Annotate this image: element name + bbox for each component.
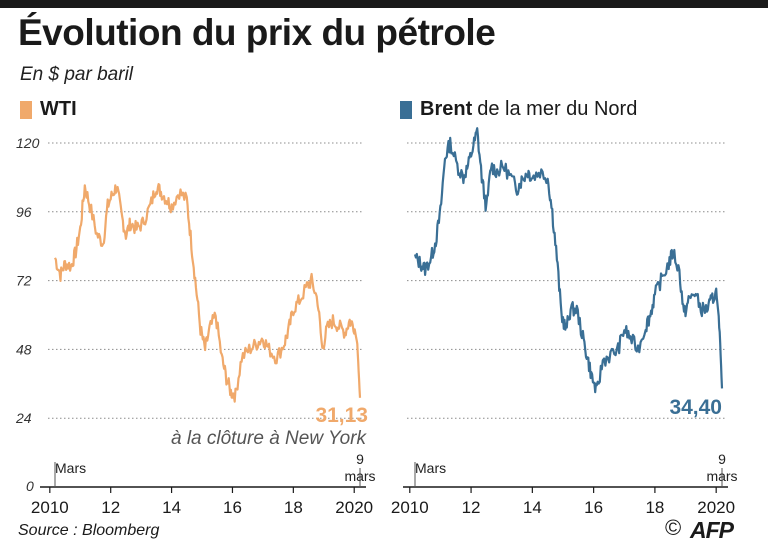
wti-x-tick-label-2012: 12 <box>101 498 120 517</box>
y-tick-label-48: 48 <box>16 341 32 357</box>
copyright-symbol: © <box>665 515 682 540</box>
legend-brent-label-bold: Brent <box>420 98 473 120</box>
chart-title: Évolution du prix du pétrole <box>18 12 496 53</box>
brent-x-tick-label-2020: 2020 <box>697 498 735 517</box>
source-note: Source : Bloomberg <box>18 522 160 539</box>
brent-x-tick-label-2018: 18 <box>645 498 664 517</box>
y-tick-label-72: 72 <box>16 273 32 289</box>
brent-x-tick-label-2012: 12 <box>462 498 481 517</box>
brent-x-tick-label-2014: 14 <box>523 498 542 517</box>
brent-last-value-label: 34,40 <box>669 396 722 419</box>
wti-x-tick-label-2016: 16 <box>223 498 242 517</box>
y-tick-label-120: 120 <box>16 135 40 151</box>
brent-price-line <box>413 127 724 394</box>
chart-subtitle: En $ par baril <box>20 64 134 85</box>
wti-start-month-label: Mars <box>55 460 86 476</box>
y-tick-label-24: 24 <box>15 410 32 426</box>
wti-end-month-label: mars <box>344 468 375 484</box>
wti-price-line <box>54 183 362 403</box>
top-bar <box>0 0 768 8</box>
wti-x-tick-label-2010: 2010 <box>31 498 69 517</box>
afp-logo: AFP <box>690 517 734 543</box>
brent-end-day-label: 9 <box>718 451 726 467</box>
legend-wti-label: WTI <box>40 98 77 120</box>
brent-x-tick-label-2010: 2010 <box>391 498 429 517</box>
legend-wti-swatch <box>20 100 32 119</box>
legend-brent: Brent de la mer du Nord <box>400 98 637 121</box>
y-tick-label-0: 0 <box>26 478 34 494</box>
brent-x-tick-label-2016: 16 <box>584 498 603 517</box>
wti-x-tick-label-2014: 14 <box>162 498 181 517</box>
legend-wti: WTI <box>20 98 82 121</box>
wti-x-tick-label-2018: 18 <box>284 498 303 517</box>
wti-close-note: à la clôture à New York <box>171 428 368 449</box>
brent-start-month-label: Mars <box>415 460 446 476</box>
legend-brent-swatch <box>400 100 412 119</box>
brent-end-month-label: mars <box>706 468 737 484</box>
wti-end-day-label: 9 <box>356 451 364 467</box>
legend-brent-label-rest: de la mer du Nord <box>477 98 638 120</box>
wti-x-tick-label-2020: 2020 <box>335 498 373 517</box>
wti-last-value-label: 31,13 <box>315 404 368 427</box>
y-tick-label-96: 96 <box>16 204 32 220</box>
